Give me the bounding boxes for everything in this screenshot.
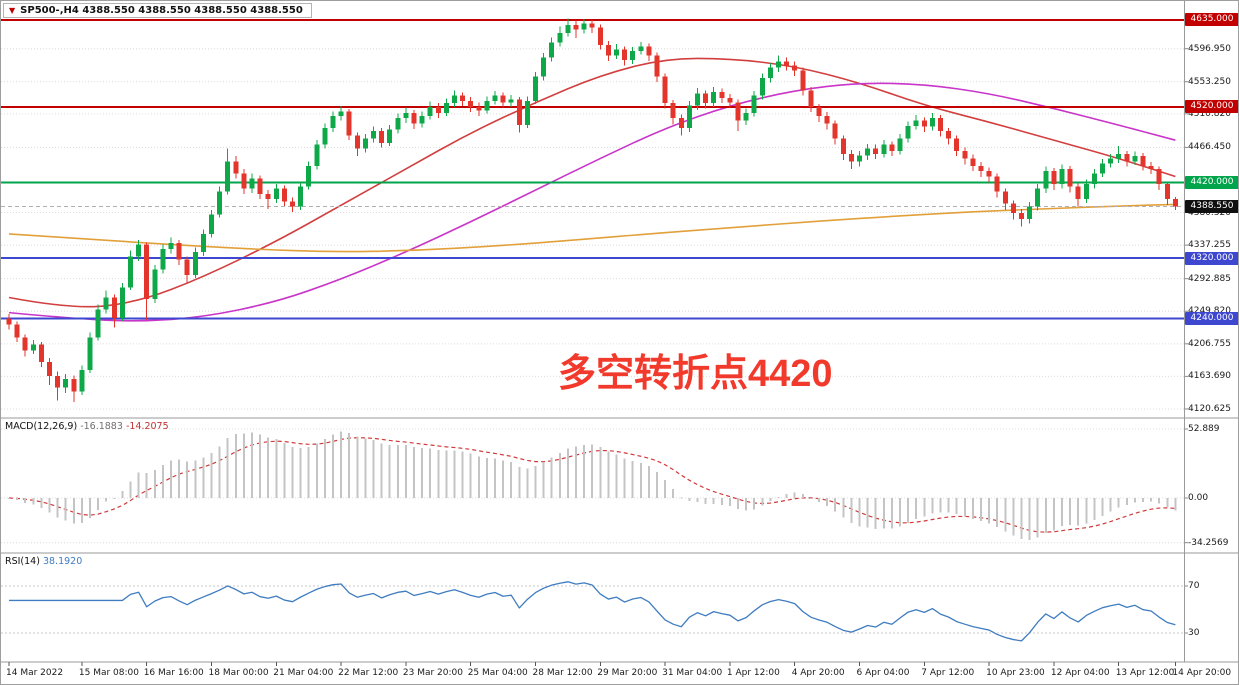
rsi-indicator-label: RSI(14) 38.1920 xyxy=(5,556,82,567)
time-axis-label: 23 Mar 20:00 xyxy=(402,668,463,678)
macd-axis-label: -34.2569 xyxy=(1188,537,1229,548)
rsi-axis-label: 30 xyxy=(1188,628,1200,638)
time-axis-label: 12 Apr 04:00 xyxy=(1050,668,1110,678)
moving-average-lines xyxy=(8,57,1176,322)
time-axis-label: 15 Mar 08:00 xyxy=(78,668,139,678)
price-axis-label: 4249.820 xyxy=(1188,306,1231,316)
current-price-badge: 4388.550 xyxy=(1185,199,1238,213)
time-axis-label: 28 Mar 12:00 xyxy=(532,668,593,678)
rsi-line xyxy=(9,581,1176,642)
symbol-ohlc-text: SP500-,H4 4388.550 4388.550 4388.550 438… xyxy=(20,5,303,16)
ma-slow-magenta xyxy=(8,82,1176,322)
time-axis-label: 22 Mar 12:00 xyxy=(338,668,399,678)
rsi-axis-label: 70 xyxy=(1188,581,1200,591)
time-axis-label: 25 Mar 04:00 xyxy=(467,668,528,678)
price-axis-label: 4292.885 xyxy=(1188,273,1231,284)
macd-axis-label: 0.00 xyxy=(1188,493,1209,503)
time-axis-label: 18 Mar 00:00 xyxy=(208,668,269,678)
macd-indicator-label: MACD(12,26,9) -16.1883 -14.2075 xyxy=(5,421,169,432)
time-axis-label: 6 Apr 04:00 xyxy=(856,668,910,678)
price-axis-label: 4553.250 xyxy=(1188,76,1231,87)
ma-long-orange xyxy=(8,203,1176,253)
ma-medium-red xyxy=(8,57,1176,308)
time-axis-label: 1 Apr 12:00 xyxy=(726,668,780,678)
rsi-panel-layer xyxy=(1,581,1188,642)
price-axis-label: 4337.255 xyxy=(1188,240,1231,251)
time-axis-label: 29 Mar 20:00 xyxy=(597,668,658,678)
time-axis-label: 4 Apr 20:00 xyxy=(791,668,845,678)
price-axis-label: 4120.625 xyxy=(1188,403,1231,414)
time-axis-label: 21 Mar 04:00 xyxy=(273,668,334,678)
level-lines xyxy=(1,18,1184,320)
price-level-badge: 4520.000 xyxy=(1185,100,1238,114)
price-axis-label: 4466.450 xyxy=(1188,142,1231,153)
chart-annotation: 多空转折点4420 xyxy=(558,353,833,395)
rsi-label-text: RSI(14) xyxy=(5,556,40,567)
price-level-badge: 4320.000 xyxy=(1185,251,1238,265)
macd-histogram xyxy=(8,431,1177,540)
time-axis-label: 31 Mar 04:00 xyxy=(662,668,723,678)
time-axis-label: 14 Apr 20:00 xyxy=(1172,668,1232,678)
macd-signal-value: -14.2075 xyxy=(125,421,169,432)
time-axis-label: 16 Mar 16:00 xyxy=(143,668,204,678)
symbol-ohlc-box: ▼ SP500-,H4 4388.550 4388.550 4388.550 4… xyxy=(3,3,312,18)
time-axis-label: 13 Apr 12:00 xyxy=(1115,668,1175,678)
time-axis-label: 14 Mar 2022 xyxy=(6,668,64,678)
time-axis-label: 7 Apr 12:00 xyxy=(921,668,975,678)
macd-label-text: MACD(12,26,9) xyxy=(5,421,78,432)
sell-triangle-icon: ▼ xyxy=(9,5,16,15)
price-axis-label: 4163.690 xyxy=(1188,371,1231,382)
macd-axis-label: 52.889 xyxy=(1188,424,1220,434)
macd-main-value: -16.1883 xyxy=(80,421,123,432)
price-axis-label: 4206.755 xyxy=(1188,338,1231,349)
candles-layer xyxy=(6,18,1178,402)
price-axis-label: 4596.950 xyxy=(1188,43,1231,54)
price-axis-label: 4510.820 xyxy=(1188,108,1231,119)
price-level-badge: 4635.000 xyxy=(1185,13,1238,27)
panel-frame xyxy=(1,1,1238,666)
price-level-badge: 4240.000 xyxy=(1185,312,1238,326)
main-grid xyxy=(1,48,1188,410)
rsi-value: 38.1920 xyxy=(42,556,83,567)
time-axis-label: 10 Apr 23:00 xyxy=(986,668,1045,678)
price-level-badge: 4420.000 xyxy=(1185,176,1238,190)
